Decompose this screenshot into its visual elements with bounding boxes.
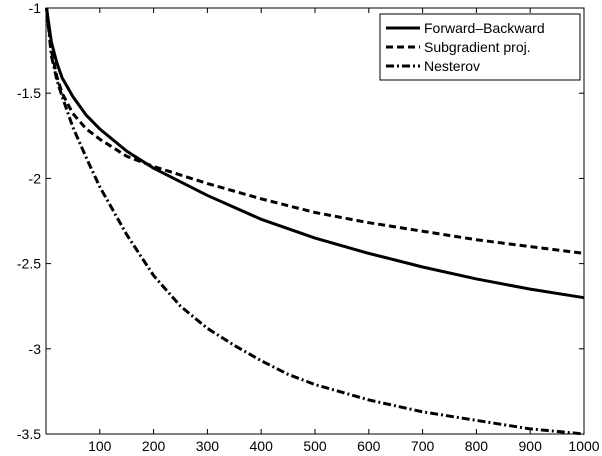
x-tick-label: 400 <box>250 438 274 454</box>
legend-label: Forward–Backward <box>424 20 545 36</box>
y-tick-label: -1.5 <box>17 85 41 101</box>
x-tick-label: 1000 <box>568 438 599 454</box>
x-tick-label: 500 <box>303 438 327 454</box>
y-tick-label: -3.5 <box>17 426 41 442</box>
x-tick-label: 900 <box>519 438 543 454</box>
y-tick-label: -3 <box>29 341 42 357</box>
y-tick-label: -2 <box>29 170 42 186</box>
x-tick-label: 800 <box>465 438 489 454</box>
legend-box <box>379 13 581 81</box>
legend-label: Nesterov <box>424 58 480 74</box>
y-tick-label: -1 <box>29 0 42 16</box>
legend-label: Subgradient proj. <box>424 39 531 55</box>
x-tick-label: 700 <box>411 438 435 454</box>
series-line-forward-backward <box>45 7 585 300</box>
x-tick-label: 100 <box>88 438 112 454</box>
y-tick-label: -2.5 <box>17 256 41 272</box>
x-tick-label: 600 <box>357 438 381 454</box>
x-tick-label: 200 <box>142 438 166 454</box>
x-tick-label: 300 <box>196 438 220 454</box>
